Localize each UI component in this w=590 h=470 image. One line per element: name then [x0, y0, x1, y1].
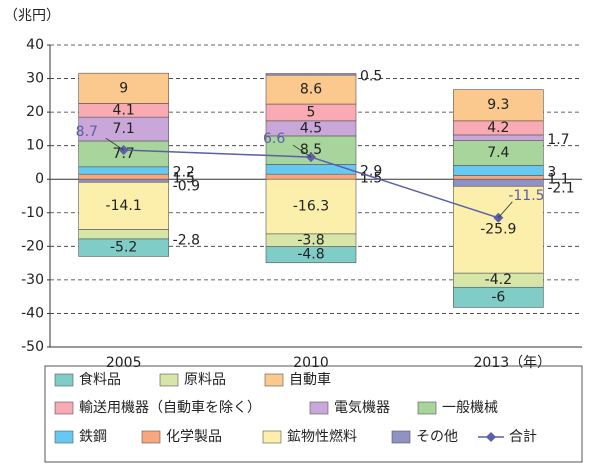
bar-segment — [78, 166, 169, 175]
legend-label: 輸送用機器（自動車を除く） — [79, 399, 261, 416]
y-tick-label: -30 — [21, 272, 44, 288]
legend-swatch — [159, 373, 179, 387]
x-tick-label: 2013（年） — [474, 355, 552, 371]
data-label: -3.8 — [297, 232, 324, 248]
x-unit: （年） — [509, 355, 551, 371]
data-label: -4.8 — [297, 247, 324, 263]
data-label: 5 — [307, 104, 316, 120]
total-marker — [118, 145, 129, 156]
leader-line — [498, 201, 513, 219]
data-label: 4.1 — [113, 102, 135, 118]
y-tick-label: 0 — [35, 171, 44, 187]
legend-label: 化学製品 — [166, 429, 222, 445]
data-label: -0.9 — [173, 179, 200, 195]
legend-box — [44, 365, 583, 463]
data-label: 7.4 — [487, 145, 509, 161]
bar-segment — [453, 178, 544, 187]
data-label: 4.5 — [300, 120, 322, 136]
bar-segment — [78, 173, 169, 180]
bar-segment — [453, 165, 544, 176]
data-label: 2.2 — [173, 164, 195, 180]
data-label: -14.1 — [106, 198, 142, 214]
bar-segment — [453, 89, 544, 122]
data-label: -2.1 — [547, 181, 574, 197]
data-label: 0.5 — [360, 68, 382, 84]
y-tick-label: -40 — [21, 305, 44, 321]
data-label: 1.5 — [173, 171, 195, 187]
y-tick-label: -50 — [21, 339, 44, 355]
legend-label: 一般機械 — [442, 400, 498, 416]
data-label: 1.1 — [547, 171, 569, 187]
legend-swatch — [417, 401, 437, 415]
leader-line — [292, 144, 312, 158]
legend-swatch — [54, 430, 74, 444]
y-tick-label: -10 — [21, 205, 44, 221]
y-tick-label: 30 — [26, 71, 44, 87]
bar-segment — [265, 173, 357, 180]
data-label: 3 — [547, 164, 556, 180]
legend-swatch — [141, 430, 161, 444]
legend-label: 鉄鋼 — [79, 429, 107, 445]
y-tick-label: 20 — [26, 104, 44, 120]
data-label: 9 — [119, 80, 128, 96]
data-label: 4.2 — [487, 120, 509, 136]
y-tick-label: -20 — [21, 238, 44, 254]
legend-swatch — [54, 401, 74, 415]
y-axis-label: （兆円） — [4, 8, 60, 24]
leader-line — [105, 137, 124, 151]
bar-segment — [453, 175, 544, 180]
legend-swatch — [309, 401, 329, 415]
data-label: 7.1 — [113, 121, 135, 137]
bar-segment — [265, 246, 357, 264]
legend-swatch — [264, 373, 284, 387]
legend-label: 自動車 — [289, 371, 331, 388]
bar-segment — [78, 72, 169, 104]
legend-label: 原料品 — [184, 372, 226, 388]
bar-segment — [78, 178, 169, 183]
data-label: 8.5 — [300, 142, 322, 158]
y-tick-label: 10 — [26, 138, 44, 154]
bar-segment — [265, 73, 357, 76]
data-label: 1.7 — [547, 132, 569, 148]
legend-label: その他 — [416, 429, 458, 445]
data-label: -4.2 — [485, 272, 512, 288]
bar-segment — [78, 229, 169, 240]
data-label: -2.8 — [173, 232, 200, 248]
data-label: -6 — [491, 289, 505, 305]
legend-label: 電気機器 — [334, 400, 390, 416]
legend-label: 食料品 — [79, 371, 121, 388]
x-tick-label: 2005 — [106, 355, 142, 371]
x-tick-label: 2010 — [293, 355, 329, 371]
y-tick-label: 40 — [26, 37, 44, 53]
bar-segment — [265, 164, 357, 175]
total-label: 8.7 — [76, 124, 98, 140]
total-label: 6.6 — [263, 131, 285, 147]
data-label: -25.9 — [480, 222, 516, 238]
legend-swatch — [54, 373, 74, 387]
legend-label: 鉱物性燃料 — [287, 428, 357, 445]
legend-swatch — [262, 430, 282, 444]
bar-segment — [78, 238, 169, 257]
bar-segment — [453, 286, 544, 308]
data-label: 9.3 — [487, 97, 509, 113]
data-label: -16.3 — [293, 199, 329, 215]
bar-segment — [265, 74, 357, 105]
data-label: -5.2 — [110, 240, 137, 256]
legend-label: 合計 — [509, 429, 537, 445]
data-label: 8.6 — [300, 82, 322, 98]
legend-marker — [486, 432, 496, 442]
legend-swatch — [391, 430, 411, 444]
bar-segment — [78, 181, 169, 230]
bar-segment — [453, 185, 544, 274]
bar-segment — [265, 178, 357, 235]
bar-segment — [453, 140, 544, 166]
total-label: -11.5 — [508, 188, 544, 204]
